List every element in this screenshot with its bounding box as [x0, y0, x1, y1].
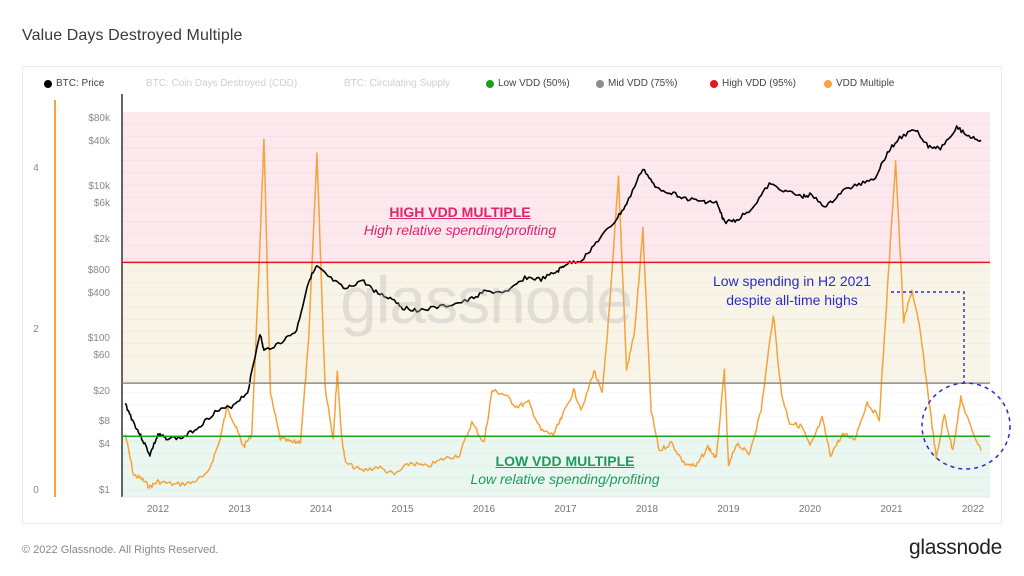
legend-label: BTC: Circulating Supply: [344, 78, 451, 89]
annotation-h2-line1: Low spending in H2 2021: [712, 273, 871, 289]
legend-item-btc-price[interactable]: BTC: Price: [44, 78, 104, 89]
price-tick: $6k: [93, 198, 110, 210]
callout-connector: [891, 291, 965, 383]
price-tick: $2k: [93, 234, 110, 246]
price-tick: $20: [93, 386, 110, 398]
watermark: glassnode: [340, 263, 633, 337]
price-tick: $4: [98, 439, 110, 451]
vdd-multiple-line[interactable]: [124, 138, 982, 490]
high-band: [122, 112, 990, 263]
legend-label: Mid VDD (75%): [608, 78, 678, 89]
vdd-tick: 2: [33, 324, 39, 335]
glassnode-logo: glassnode: [908, 536, 1002, 559]
price-tick: $1: [98, 485, 110, 496]
page-title: Value Days Destroyed Multiple: [22, 27, 243, 44]
legend-dot-icon: [486, 79, 494, 88]
copyright: © 2022 Glassnode. All Rights Reserved.: [22, 544, 219, 556]
year-tick: 2014: [309, 504, 333, 515]
annotation-h2-2021: Low spending in H2 2021 despite all-time…: [680, 272, 904, 310]
year-tick: 2022: [961, 504, 985, 515]
price-tick: $100: [87, 333, 110, 345]
vdd-axis-line: [54, 100, 56, 497]
threshold-lines: [122, 261, 990, 438]
legend-item-mid-vdd[interactable]: Mid VDD (75%): [596, 78, 677, 89]
price-tick: $10k: [88, 181, 110, 193]
legend-label: VDD Multiple: [836, 78, 895, 89]
legend-dot-icon: [710, 79, 718, 88]
legend-dot-icon: [44, 79, 52, 88]
annotation-high-title: HIGH VDD MULTIPLE: [389, 204, 531, 220]
annotation-low-title: LOW VDD MULTIPLE: [495, 453, 635, 469]
legend-label: High VDD (95%): [722, 78, 796, 89]
price-tick: $800: [87, 264, 110, 276]
vdd-tick: 0: [33, 485, 39, 496]
legend-dot-icon: [596, 79, 604, 88]
legend-label: Low VDD (50%): [498, 78, 570, 89]
legend-item-high-vdd[interactable]: High VDD (95%): [710, 78, 796, 89]
price-tick: $400: [87, 287, 110, 299]
low-band: [122, 436, 990, 497]
legend-item-low-vdd[interactable]: Low VDD (50%): [486, 78, 570, 89]
legend-label: BTC: Price: [56, 78, 105, 89]
year-tick: 2012: [146, 504, 170, 515]
annotation-high-vdd: HIGH VDD MULTIPLE High relative spending…: [330, 203, 590, 239]
annotation-high-subtitle: High relative spending/profiting: [363, 222, 557, 238]
legend-item-circulating-supply[interactable]: BTC: Circulating Supply: [344, 78, 450, 89]
annotation-shapes: [891, 291, 1011, 470]
legend-item-vdd-multiple[interactable]: VDD Multiple: [824, 78, 894, 89]
year-tick: 2018: [635, 504, 659, 515]
gridlines: [121, 94, 990, 498]
legend-item-cdd[interactable]: BTC: Coin Days Destroyed (CDD): [146, 78, 297, 89]
annotation-h2-line2: despite all-time highs: [726, 292, 858, 308]
year-tick: 2016: [472, 504, 496, 515]
price-tick: $80k: [88, 112, 110, 124]
series-lines: [124, 125, 982, 490]
legend-label: BTC: Coin Days Destroyed (CDD): [146, 78, 298, 89]
upper-mid-band: [122, 262, 990, 384]
price-tick: $60: [93, 350, 110, 362]
price-tick: $40k: [88, 135, 110, 147]
year-tick: 2015: [391, 504, 414, 515]
year-tick: 2021: [880, 504, 903, 515]
annotation-low-vdd: LOW VDD MULTIPLE Low relative spending/p…: [430, 452, 700, 488]
callout-circle: [921, 382, 1011, 470]
annotation-low-subtitle: Low relative spending/profiting: [470, 471, 660, 487]
year-tick: 2017: [554, 504, 577, 515]
year-tick: 2019: [717, 504, 740, 515]
year-tick: 2020: [798, 504, 822, 515]
year-tick: 2013: [228, 504, 251, 515]
vdd-tick: 4: [33, 163, 39, 174]
btc-price-line[interactable]: [124, 125, 982, 457]
legend-dot-icon: [824, 79, 832, 88]
price-tick: $8: [98, 416, 110, 428]
